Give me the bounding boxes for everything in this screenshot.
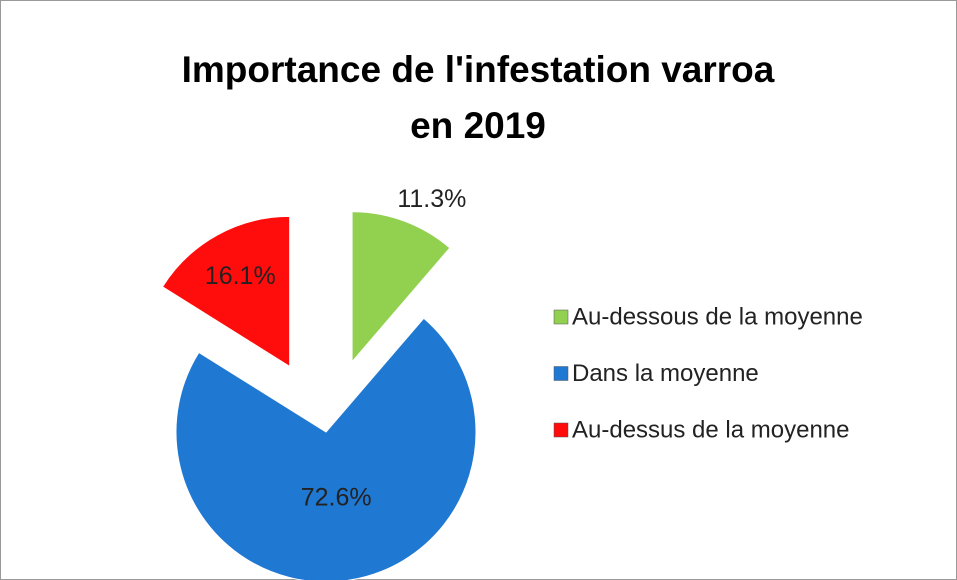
value-label: 72.6% bbox=[301, 483, 372, 511]
legend-swatch bbox=[553, 366, 569, 381]
legend-swatch bbox=[553, 422, 569, 438]
chart-title: en 2019 bbox=[410, 105, 546, 146]
legend-label: Dans la moyenne bbox=[572, 360, 759, 387]
legend-swatch bbox=[553, 309, 569, 325]
legend-label: Au-dessus de la moyenne bbox=[572, 416, 850, 443]
legend-label: Au-dessous de la moyenne bbox=[572, 303, 863, 330]
pie-slice bbox=[161, 215, 291, 368]
pie-slice bbox=[351, 211, 451, 364]
value-label: 16.1% bbox=[205, 262, 276, 290]
value-label: 11.3% bbox=[397, 185, 466, 213]
pie-slice bbox=[175, 317, 477, 580]
chart-title: Importance de l'infestation varroa bbox=[182, 49, 775, 90]
